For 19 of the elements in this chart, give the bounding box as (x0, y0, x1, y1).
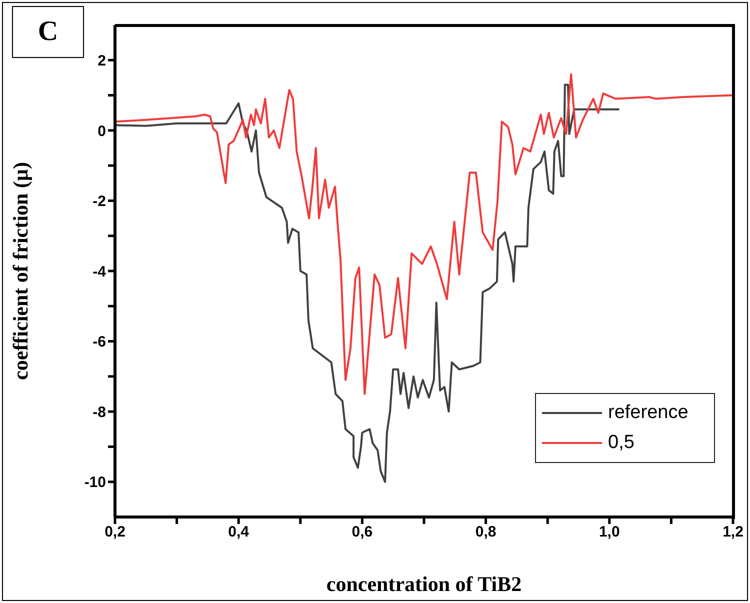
text: C (12, 6, 84, 58)
y-tick-label: 2 (98, 52, 106, 70)
x-tick-label: 1,0 (598, 524, 620, 541)
x-tick-label: 0,2 (104, 524, 126, 541)
y-tick-label: -4 (92, 263, 107, 280)
y-tick-label: 0 (98, 122, 106, 140)
x-axis-title: concentration of TiB2 (326, 572, 522, 596)
line-series (115, 73, 733, 395)
legend-label: 0,5 (608, 432, 634, 454)
x-tick-label: 0,4 (228, 524, 250, 541)
y-tick-label: -8 (92, 404, 106, 421)
legend-label: reference (608, 402, 688, 424)
x-tick-label: 0,6 (352, 524, 373, 541)
y-tick-label: -6 (92, 334, 106, 351)
y-tick-label: -10 (84, 474, 106, 492)
x-tick-label: 0,8 (475, 524, 496, 541)
x-tick-label: 1,2 (722, 524, 744, 541)
y-tick-label: -2 (92, 193, 106, 210)
y-axis-title: coefficient of friction (µ) (8, 162, 32, 380)
